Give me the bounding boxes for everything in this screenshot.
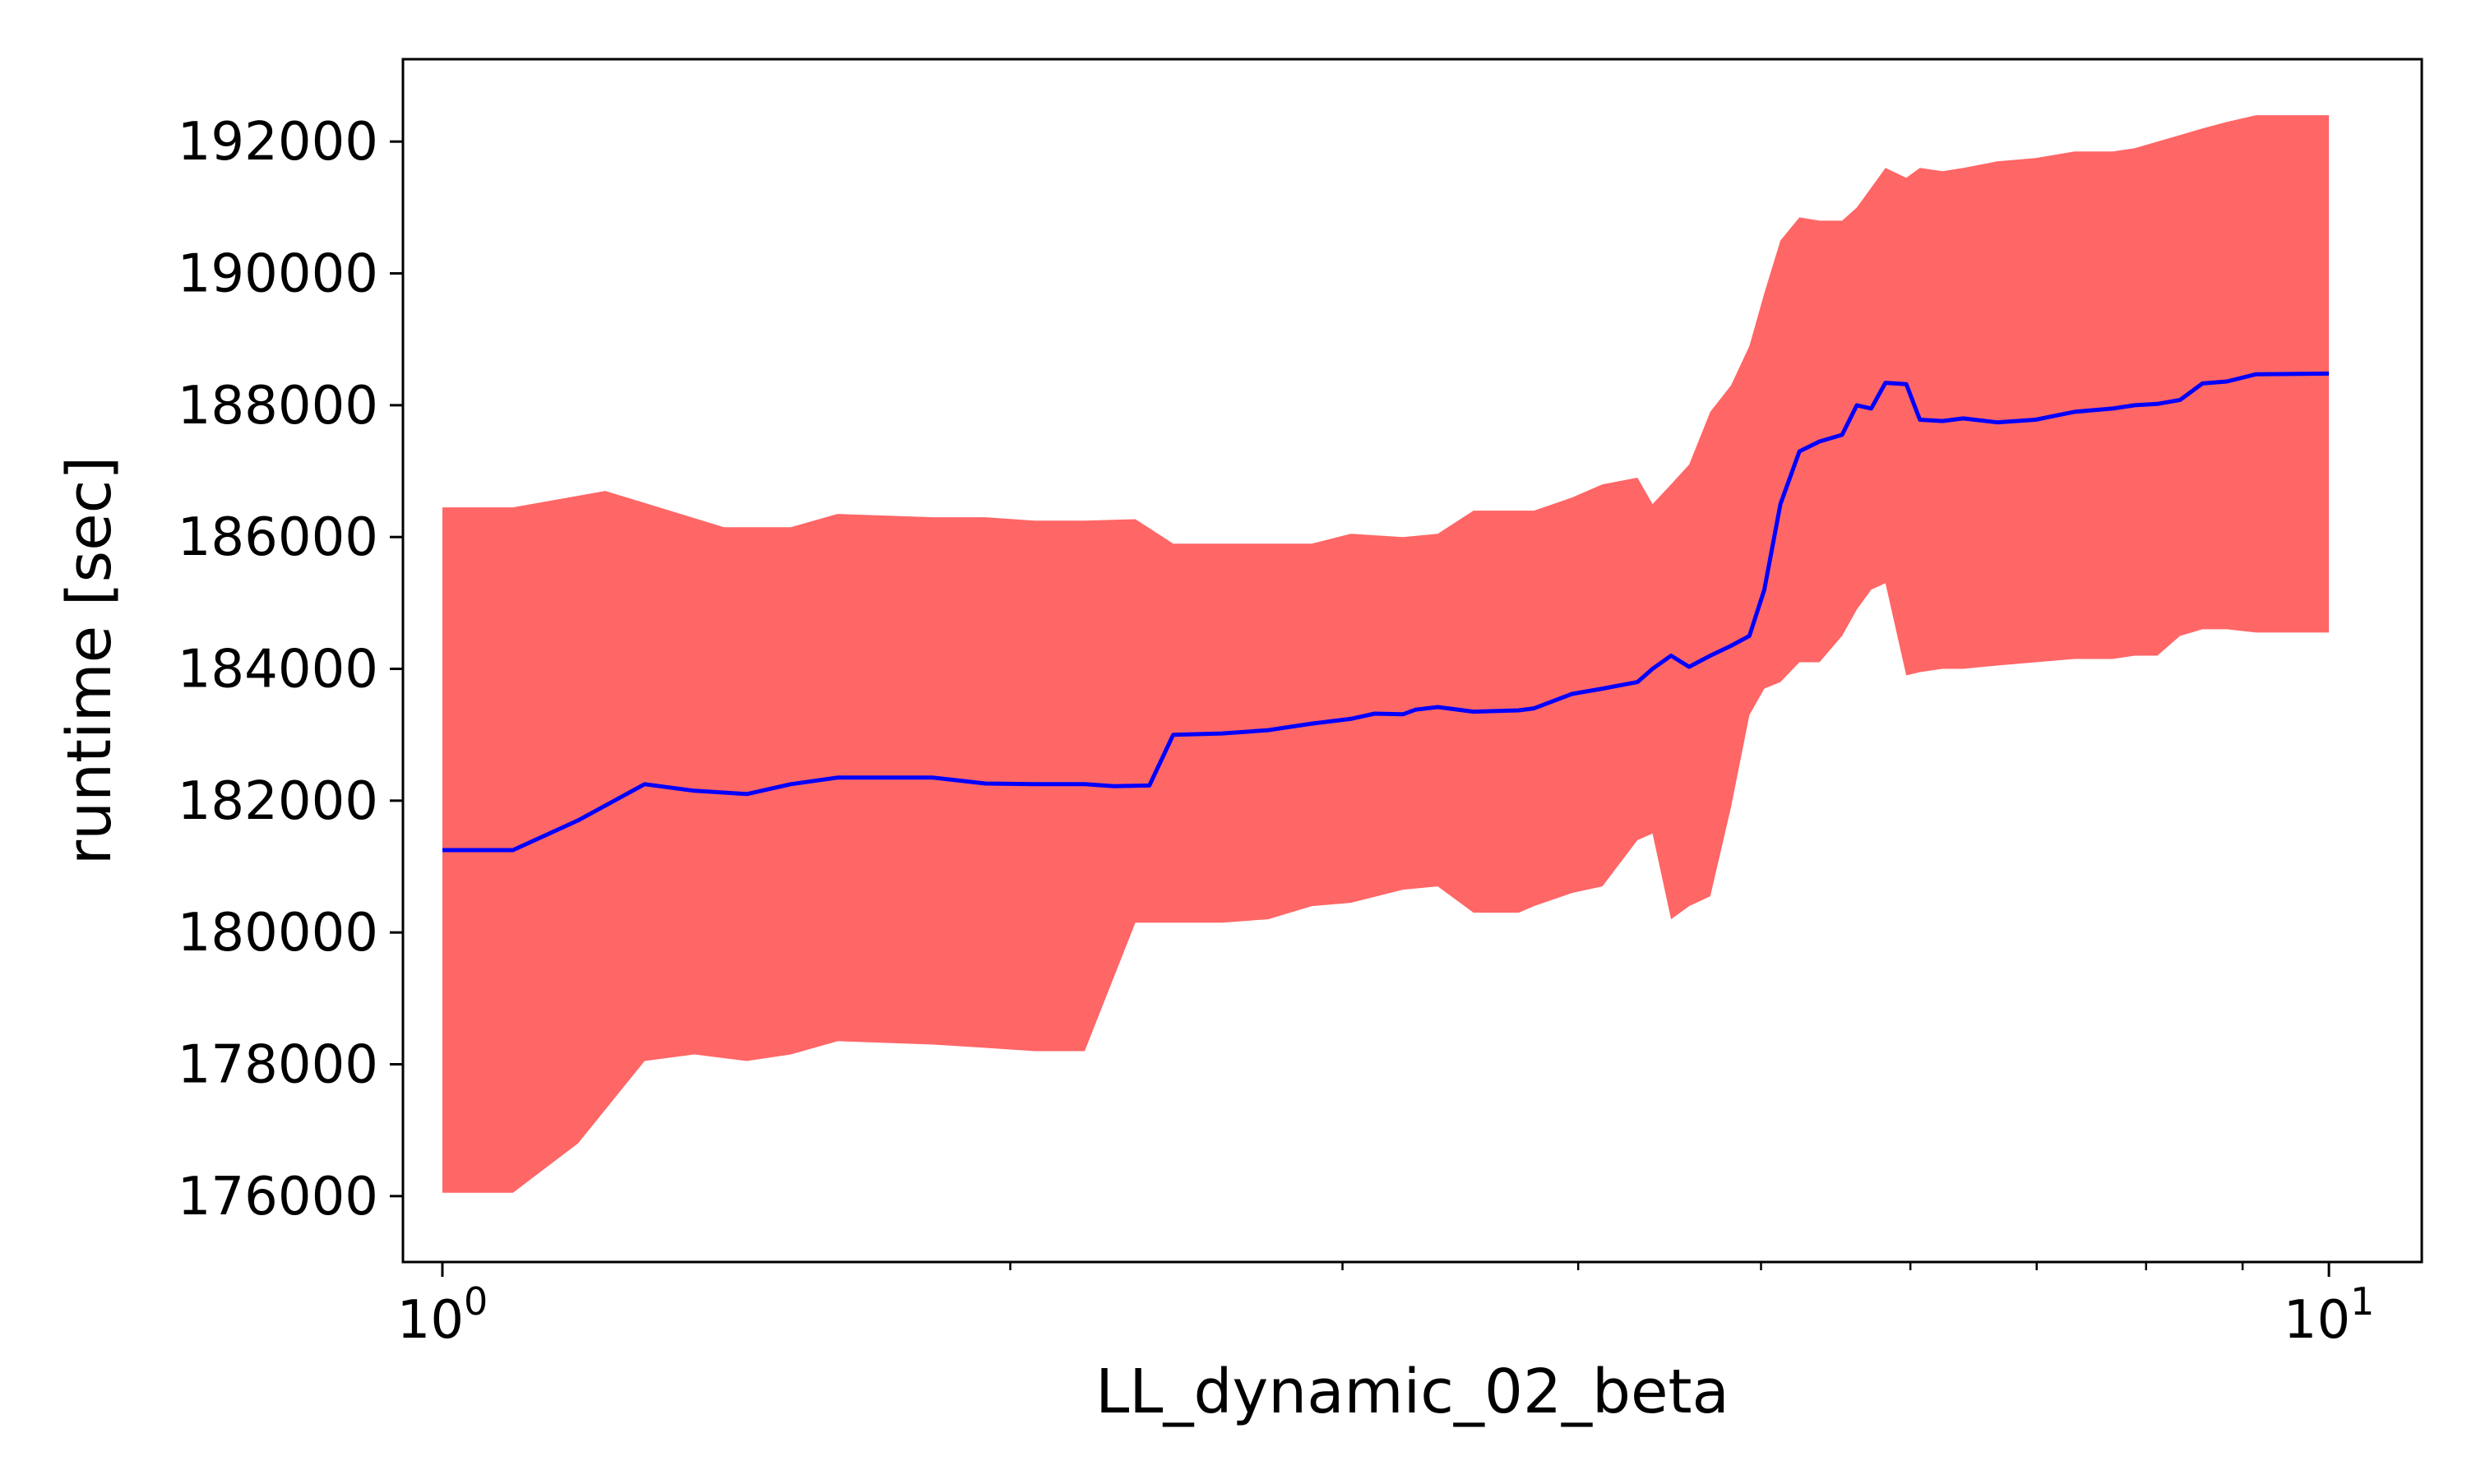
y-tick-label: 186000 bbox=[178, 507, 378, 568]
mean-line-layer bbox=[442, 371, 2330, 853]
y-tick-label: 180000 bbox=[178, 903, 378, 964]
y-tick-label: 188000 bbox=[178, 376, 378, 437]
axes-frame-layer bbox=[401, 58, 2423, 1264]
y-tick-label: 182000 bbox=[178, 771, 378, 832]
y-axis-ticks: 176000 178000 180000 182000 184000 186000 1880… bbox=[178, 112, 403, 1227]
x-axis-label: LL_dynamic_02_beta bbox=[1095, 1357, 1729, 1427]
x-tick-label: 100 bbox=[397, 1279, 488, 1351]
y-axis-label: runtime [sec] bbox=[54, 456, 125, 865]
y-tick-label: 192000 bbox=[178, 112, 378, 173]
x-axis-ticks: 100 101 bbox=[397, 1262, 2375, 1351]
y-tick-label: 176000 bbox=[178, 1167, 378, 1227]
y-tick-label: 178000 bbox=[178, 1035, 378, 1096]
confidence-band bbox=[442, 115, 2330, 1193]
x-tick-label: 101 bbox=[2284, 1279, 2375, 1351]
plot-frame bbox=[401, 58, 2423, 1264]
confidence-band-layer bbox=[442, 115, 2330, 1193]
mean-line bbox=[442, 371, 2330, 853]
y-tick-label: 184000 bbox=[178, 640, 378, 700]
y-tick-label: 190000 bbox=[178, 244, 378, 305]
